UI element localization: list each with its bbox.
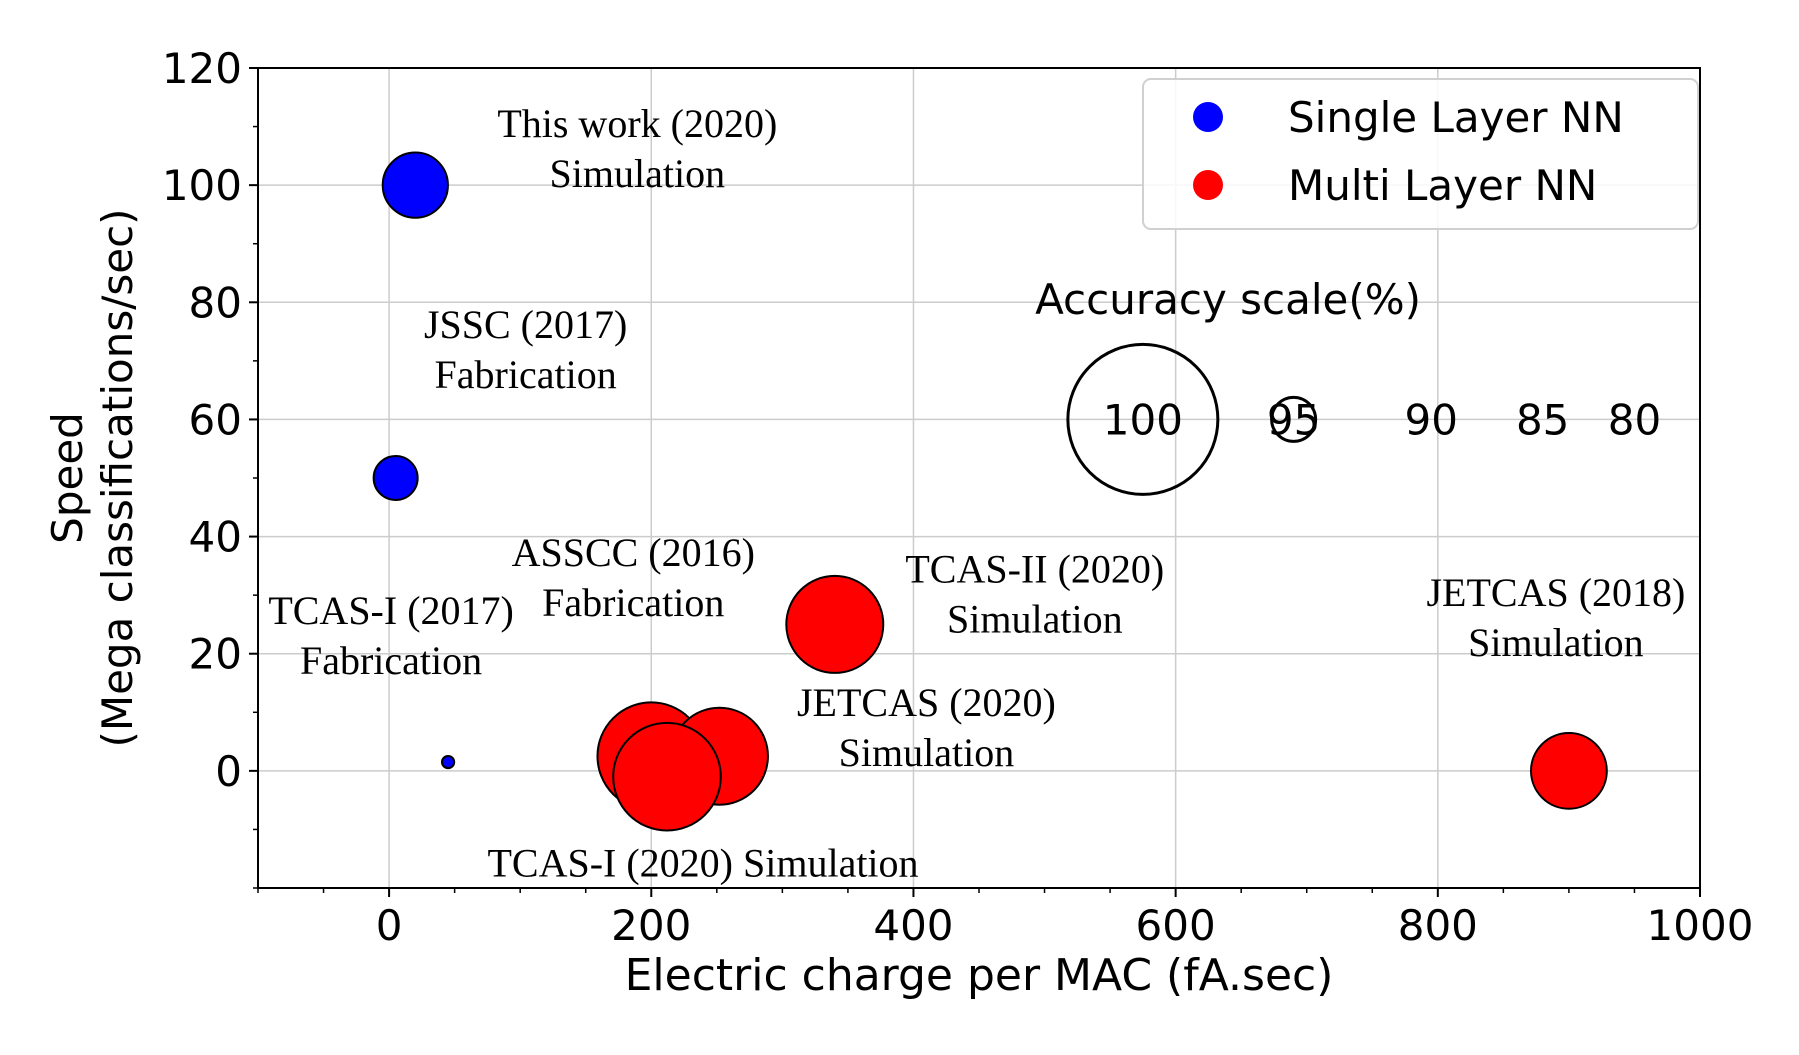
x-tick-label: 600: [1136, 901, 1216, 950]
accuracy-scale: Accuracy scale(%) 100 95 90 85 80: [1035, 275, 1661, 496]
legend-marker: [1193, 102, 1223, 132]
x-tick-label: 400: [873, 901, 953, 950]
accuracy-scale-label: 100: [1103, 395, 1183, 444]
accuracy-scale-label: 85: [1516, 395, 1569, 444]
y-tick-label: 100: [162, 161, 242, 210]
x-tick-label: 1000: [1647, 901, 1754, 950]
accuracy-scale-label: 90: [1405, 395, 1458, 444]
y-tick-label: 40: [189, 513, 242, 562]
point-label: JETCAS (2018): [1426, 570, 1685, 615]
legend: Single Layer NN Multi Layer NN: [1142, 78, 1699, 230]
bubble-point: [381, 151, 449, 219]
accuracy-scale-label: 95: [1267, 395, 1320, 444]
bubble-point: [612, 721, 722, 832]
bubble-point: [1530, 731, 1608, 810]
point-labels: This work (2020) Simulation JSSC (2017) Fab…: [268, 101, 1685, 886]
point-label: Simulation: [839, 730, 1015, 775]
point-label: JSSC (2017): [424, 302, 627, 347]
legend-marker: [1193, 170, 1223, 200]
point-label: TCAS-I (2020) Simulation: [487, 841, 918, 886]
data-points: [372, 151, 1608, 832]
bubble-point: [372, 455, 419, 501]
x-axis-label: Electric charge per MAC (fA.sec): [625, 950, 1334, 1001]
legend-label: Single Layer NN: [1288, 93, 1624, 142]
y-tick-label: 0: [215, 747, 242, 796]
accuracy-scale-title: Accuracy scale(%): [1035, 275, 1421, 324]
point-label: TCAS-II (2020): [905, 546, 1164, 591]
y-tick-label: 120: [162, 44, 242, 93]
bubble-point: [785, 574, 885, 674]
legend-label: Multi Layer NN: [1288, 161, 1597, 210]
point-label: Fabrication: [300, 638, 482, 683]
grid-layer: [258, 67, 1701, 888]
point-label: Simulation: [550, 151, 726, 196]
accuracy-scale-circle: [1270, 395, 1318, 443]
point-label: TCAS-I (2017): [268, 588, 514, 633]
bubble-point: [440, 754, 456, 770]
y-tick-label: 20: [189, 630, 242, 679]
point-label: This work (2020): [497, 101, 777, 146]
x-tick-label: 200: [611, 901, 691, 950]
point-label: Simulation: [947, 596, 1123, 641]
x-tick-label: 800: [1398, 901, 1478, 950]
y-axis-label: Speed: [43, 412, 92, 544]
y-tick-label: 60: [189, 395, 242, 444]
y-axis-label: (Mega classifications/sec): [93, 208, 142, 747]
y-tick-label: 80: [189, 278, 242, 327]
point-label: Simulation: [1468, 620, 1644, 665]
point-label: JETCAS (2020): [797, 680, 1056, 725]
accuracy-scale-circle: [1066, 342, 1220, 496]
accuracy-scale-label: 80: [1608, 395, 1661, 444]
point-label: Fabrication: [542, 580, 724, 625]
legend-box: [1142, 78, 1699, 230]
point-label: Fabrication: [435, 352, 617, 397]
point-label: ASSCC (2016): [512, 530, 755, 575]
x-tick-label: 0: [376, 901, 403, 950]
axes: 0 200 400 600 800 1000 0 20 40 60 80 100 120 Electric…: [43, 44, 1753, 1001]
